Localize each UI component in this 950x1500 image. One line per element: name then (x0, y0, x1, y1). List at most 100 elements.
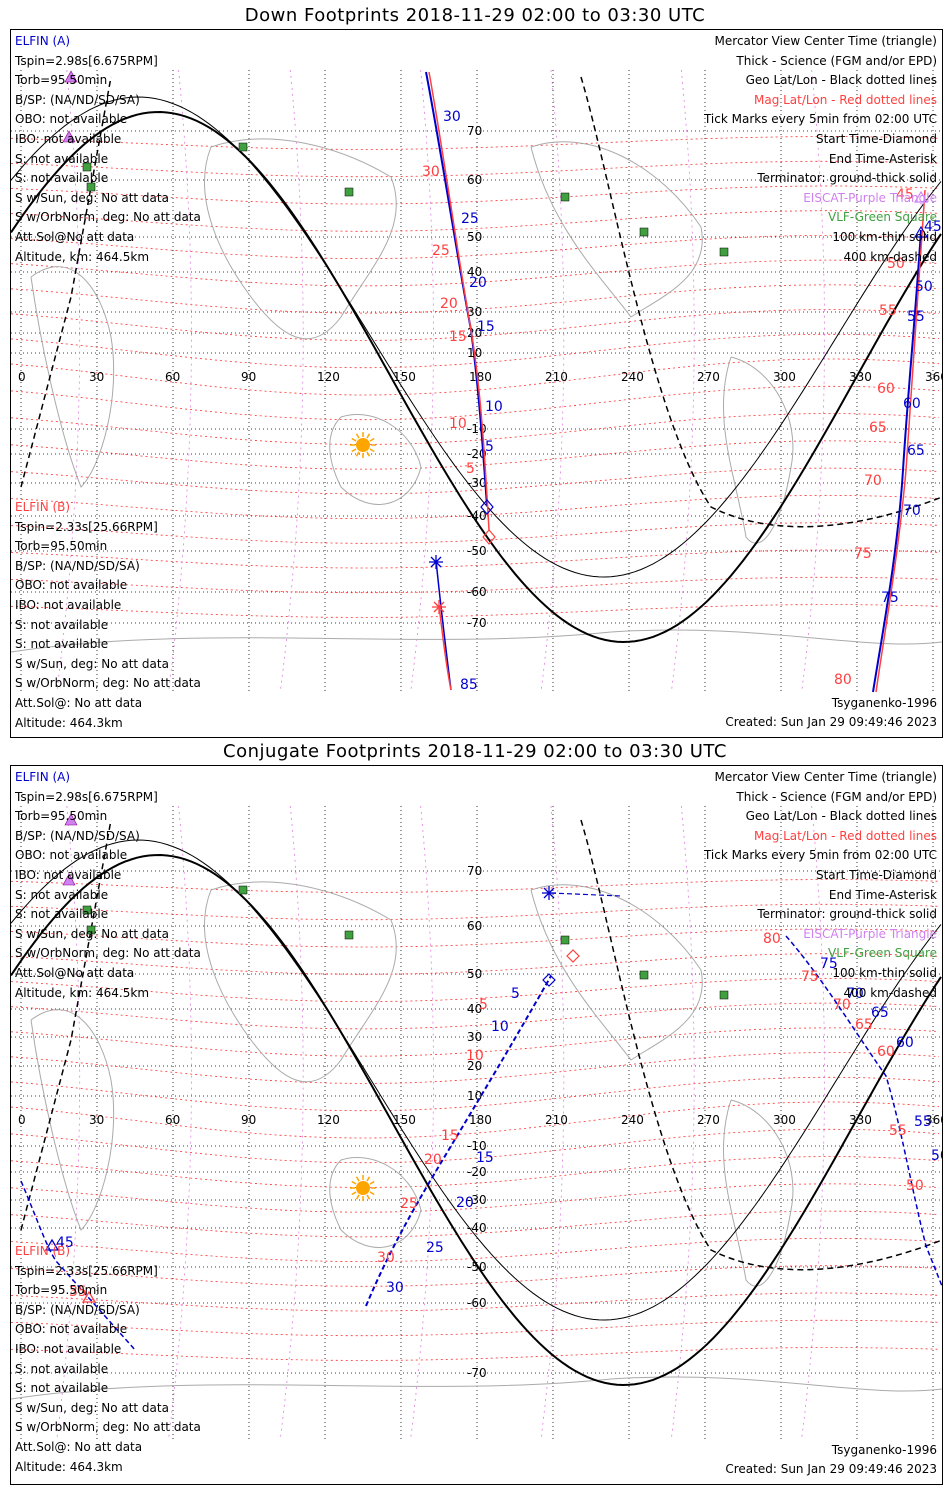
sun-ray (351, 1180, 357, 1185)
mag-latitude-line (11, 1319, 940, 1337)
elfin-a-time-tick: 5 (511, 986, 520, 1002)
elfin-b-time-tick: 5 (479, 997, 488, 1013)
elfin-a-time-tick: 70 (903, 503, 921, 519)
legend-line: Terminator: ground-thick solid (757, 907, 937, 922)
elfin-a-time-tick: 30 (443, 109, 461, 125)
mag-latitude-line (11, 978, 940, 1002)
elfin-b-info-line: Altitude: 464.3km (15, 1459, 123, 1474)
elfin-a-info-line: S: not available (15, 171, 109, 186)
elfin-a-info-line: S: not available (15, 887, 109, 902)
mag-latitude-line (11, 467, 940, 495)
vlf-station-square (639, 227, 649, 237)
elfin-b-time-tick: 20 (424, 1152, 442, 1168)
down-footprints-map: 0 30 60 90 120 150 180 210 240 270 300 330 360 70 60 50… (11, 69, 942, 693)
elfin-b-info-line: S: not available (15, 1381, 109, 1396)
mag-latitude-line (11, 495, 940, 519)
elfin-a-center-triangle (913, 225, 929, 238)
legend-line: Thick - Science (FGM and/or EPD) (736, 789, 937, 804)
elfin-a-time-tick: 20 (456, 1195, 474, 1211)
vlf-station-square (86, 182, 96, 192)
sun-ray (355, 433, 360, 439)
legend-line: Geo Lat/Lon - Black dotted lines (745, 809, 937, 824)
elfin-b-time-tick: 75 (854, 546, 872, 562)
legend-line: 400 km-dashed (843, 249, 937, 264)
elfin-b-info-line: S w/Sun, deg: No att data (15, 656, 169, 671)
sun-ray (351, 448, 357, 453)
vlf-station-square (86, 925, 96, 935)
terminator-400km (20, 76, 112, 488)
mag-latitude-line (11, 235, 940, 259)
legend-line: End Time-Asterisk (828, 887, 937, 902)
elfin-b-time-tick: 55 (879, 303, 897, 319)
elfin-b-info-line: S w/OrbNorm, deg: No att data (15, 676, 201, 691)
elfin-a-label: ELFIN (A) (15, 770, 71, 784)
latitude-tick-label: 50 (467, 230, 482, 244)
conjugate-footprints-panel: 0 30 60 90 120 150 180 210 240 270 300 330 360 70 60 50… (10, 765, 943, 1485)
elfin-a-time-tick: 55 (914, 1114, 932, 1130)
legend-line: Tick Marks every 5min from 02:00 UTC (703, 112, 937, 127)
elfin-a-time-tick: 10 (491, 1019, 509, 1035)
elfin-b-track (875, 189, 926, 693)
elfin-b-info-line: Tspin=2.33s[25.66RPM] (15, 519, 158, 534)
elfin-a-info-line: OBO: not available (15, 112, 128, 127)
longitude-tick-label: 240 (621, 1113, 644, 1127)
elfin-a-track (435, 559, 452, 691)
elfin-a-end-asterisk (543, 887, 555, 899)
longitude-tick-label: 300 (773, 370, 796, 384)
longitude-tick-label: 270 (697, 370, 720, 384)
longitude-tick-label: 120 (317, 370, 340, 384)
elfin-b-center-triangle (913, 190, 929, 203)
elfin-a-track (550, 892, 622, 897)
down-footprints-panel: 0 30 60 90 120 150 180 210 240 270 300 330 360 70 60 50… (10, 29, 943, 738)
elfin-b-label: ELFIN (B) (15, 1244, 71, 1258)
elfin-b-info-line: S w/Sun, deg: No att data (15, 1400, 169, 1415)
vlf-station-square (639, 970, 649, 980)
elfin-b-track (428, 71, 490, 531)
elfin-b-time-tick: 10 (466, 1048, 484, 1064)
elfin-a-info-line: B/SP: (NA/ND/SD/SA) (15, 92, 140, 107)
mag-latitude-line (11, 259, 940, 287)
legend-line: Tick Marks every 5min from 02:00 UTC (703, 848, 937, 863)
elfin-a-info-line: Tspin=2.98s[6.675RPM] (15, 789, 158, 804)
elfin-a-info-line: B/SP: (NA/ND/SD/SA) (15, 828, 140, 843)
vlf-station-square (238, 885, 248, 895)
latitude-tick-label: -40 (467, 509, 487, 523)
latitude-tick-label: 60 (467, 919, 482, 933)
mag-latitude-line (11, 1183, 940, 1213)
mag-latitude-line (11, 284, 940, 314)
mag-latitude-line (11, 1002, 940, 1030)
mag-latitude-line (11, 440, 940, 470)
elfin-a-time-tick: 85 (460, 677, 478, 693)
elfin-a-time-tick: 75 (881, 590, 899, 606)
elfin-b-label: ELFIN (B) (15, 500, 71, 514)
elfin-b-time-tick: 70 (864, 473, 882, 489)
mag-latitude-line (11, 1128, 940, 1164)
legend-line: 100 km-thin solid (832, 966, 937, 980)
coastline (530, 141, 703, 318)
coastline (722, 356, 794, 544)
elfin-b-info-line: Att.Sol@: No att data (15, 696, 143, 710)
elfin-a-time-tick: 70 (846, 986, 864, 1002)
longitude-tick-label: 180 (469, 1113, 492, 1127)
elfin-b-info-line: Torb=95.50min (15, 1283, 108, 1298)
sun-ray (366, 1176, 371, 1182)
elfin-a-end-asterisk (430, 556, 442, 568)
elfin-b-info-line: OBO: not available (15, 578, 128, 593)
longitude-tick-label: 240 (621, 370, 644, 384)
legend-line: Mag Lat/Lon - Red dotted lines (753, 828, 937, 843)
elfin-a-info-line: Torb=95.50min (15, 809, 108, 824)
latitude-tick-label: 50 (467, 967, 482, 981)
elfin-a-time-tick: 45 (56, 1235, 74, 1251)
eiscat-triangle (62, 873, 76, 886)
latitude-tick-label: 40 (467, 265, 482, 279)
legend-line: 100 km-thin solid (832, 230, 937, 244)
elfin-b-start-diamond (566, 949, 580, 963)
elfin-a-info-line: OBO: not available (15, 848, 128, 863)
latitude-tick-label: 70 (467, 124, 482, 138)
elfin-b-time-tick: 25 (432, 243, 450, 259)
elfin-a-time-tick: 65 (907, 443, 925, 459)
latitude-tick-label: 70 (467, 864, 482, 878)
legend-line: 400 km-dashed (843, 985, 937, 1000)
longitude-tick-label: 0 (18, 370, 26, 384)
vlf-station-square (238, 142, 248, 152)
